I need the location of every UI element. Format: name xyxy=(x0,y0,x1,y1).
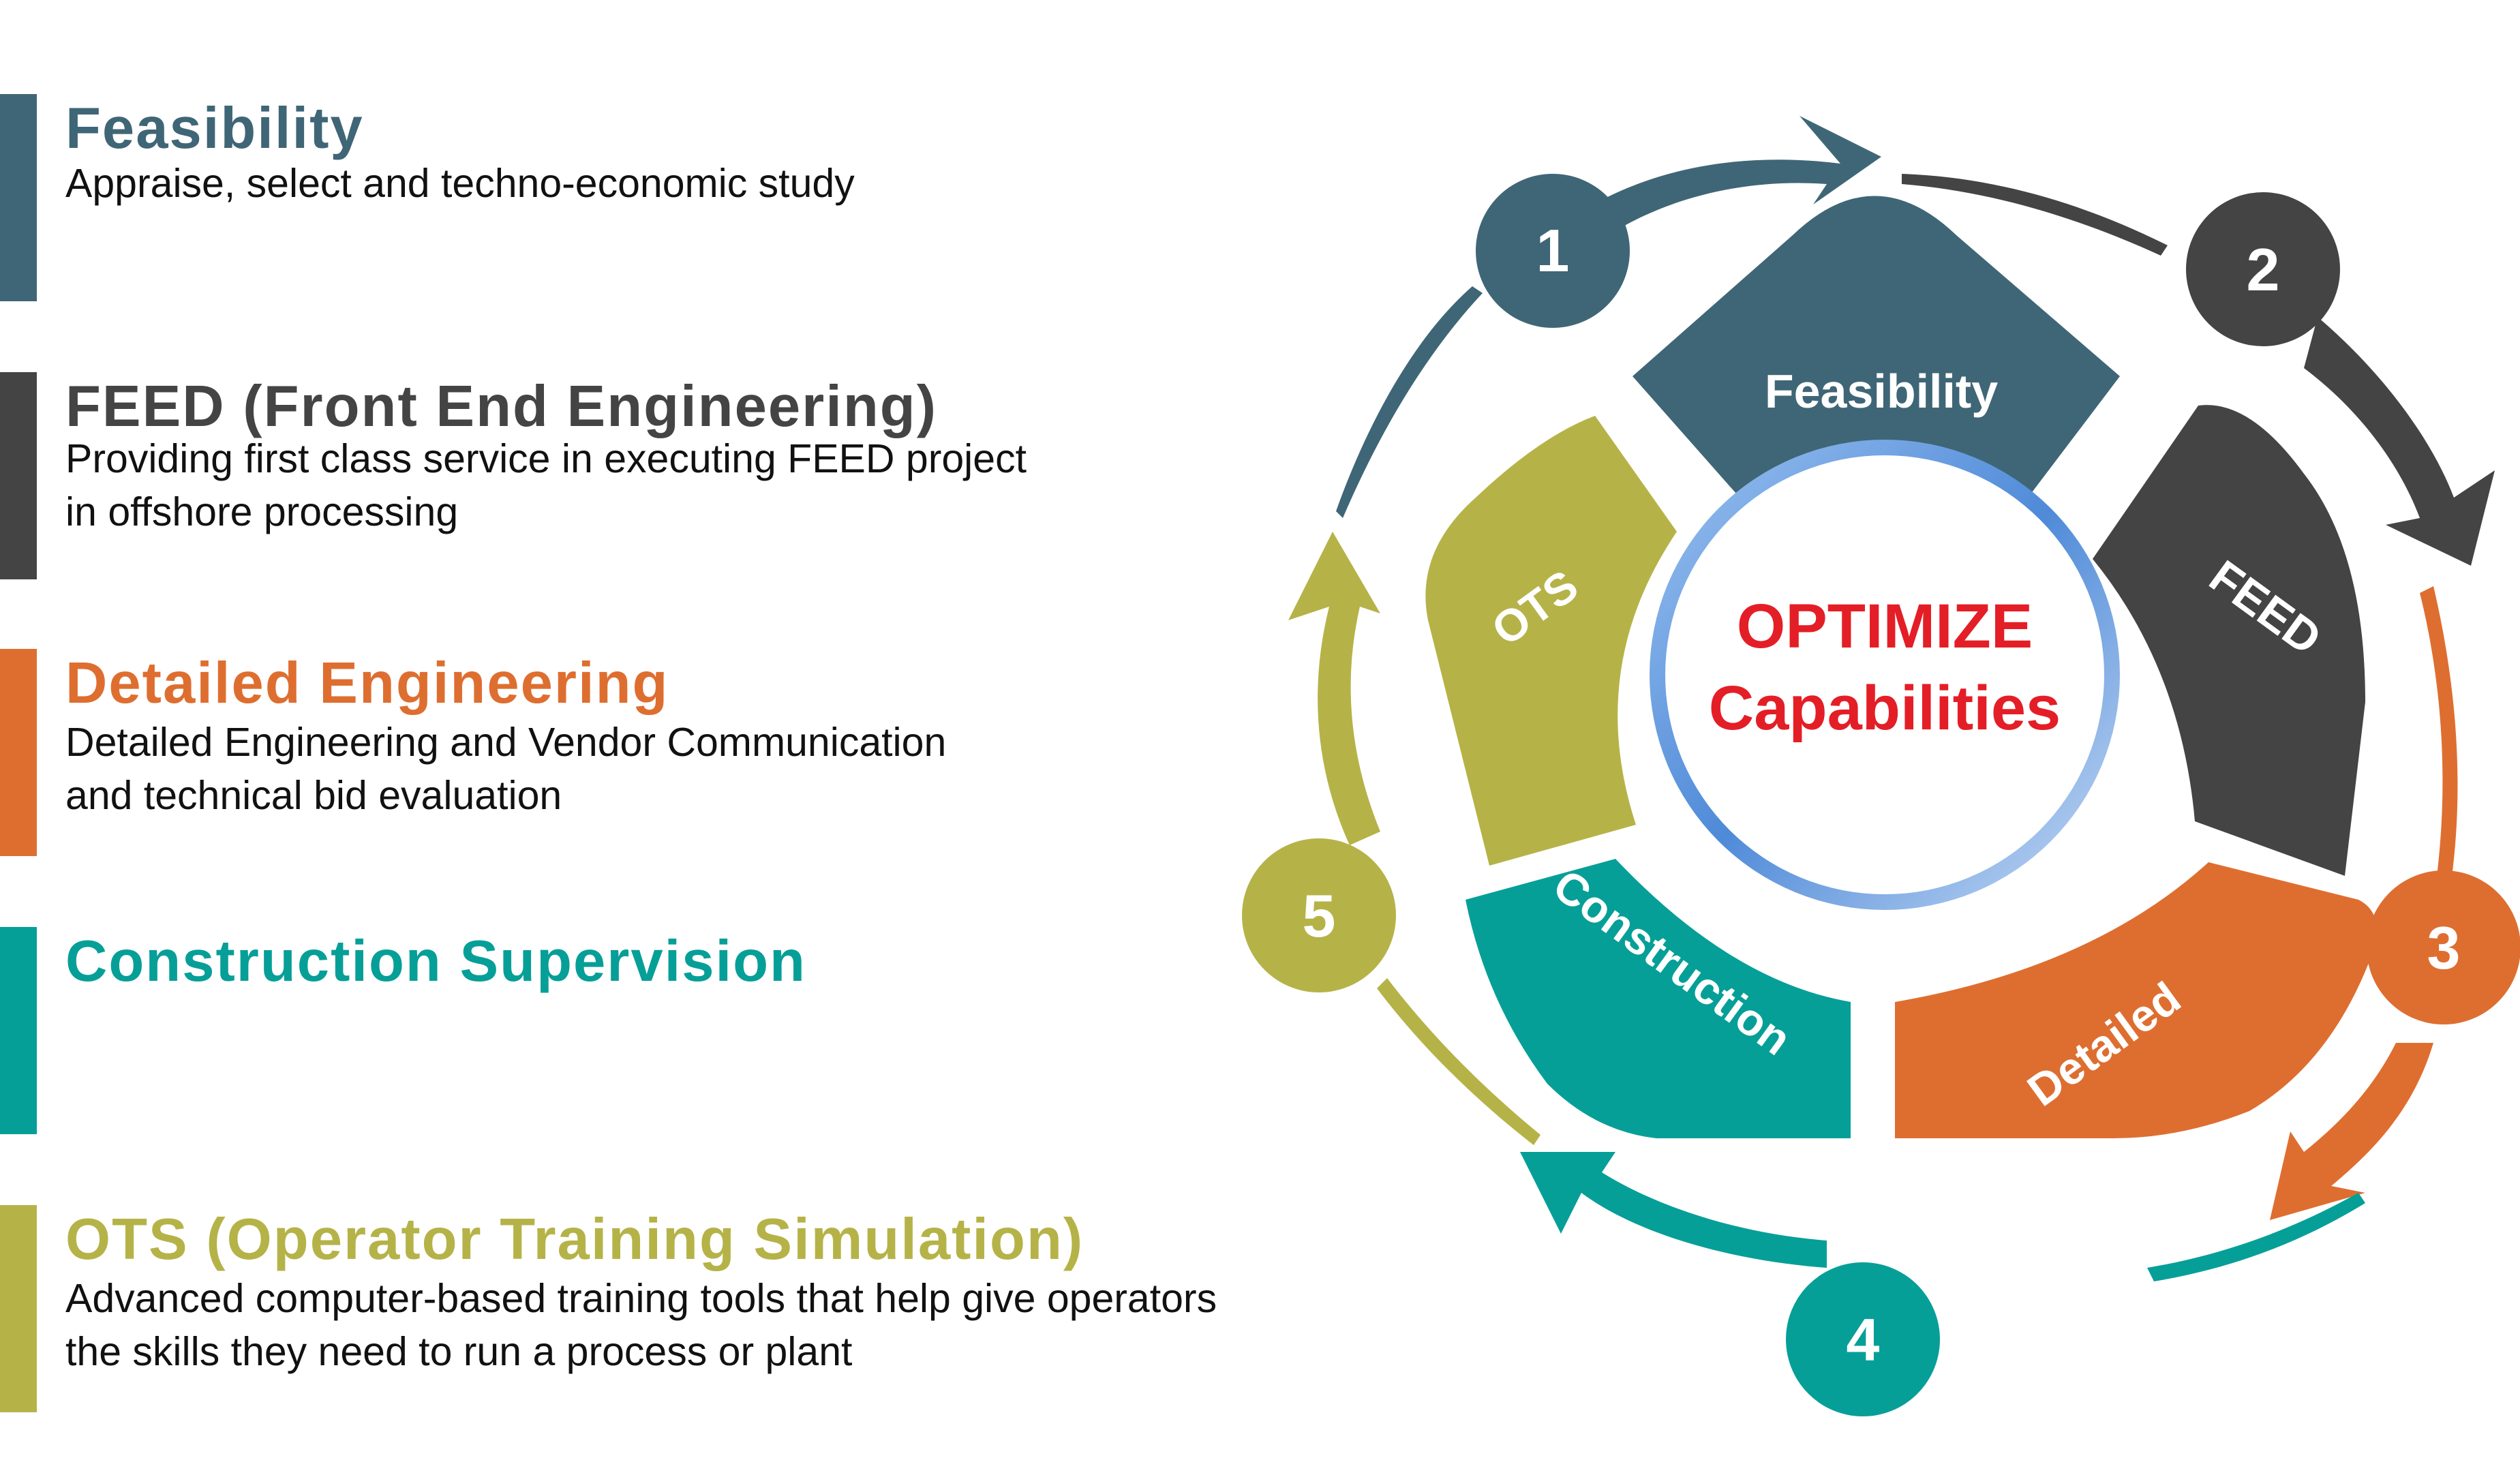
phase-description-line: and technical bid evaluation xyxy=(65,773,562,818)
step-number: 1 xyxy=(1536,217,1570,284)
segment-ots: OTS xyxy=(1425,416,1677,866)
phase-title: FEED (Front End Engineering) xyxy=(65,374,937,439)
step-4-badge: 4 xyxy=(1786,1262,1940,1416)
phase-title: OTS (Operator Training Simulation) xyxy=(65,1207,1084,1272)
phase-description-line: Advanced computer-based training tools t… xyxy=(65,1276,1217,1321)
arc-tail-2 xyxy=(1902,174,2168,256)
phase-description-line: Appraise, select and techno-economic stu… xyxy=(65,161,855,206)
phase-color-bar xyxy=(0,927,37,1134)
step-number: 5 xyxy=(1303,882,1336,949)
phase-description: Advanced computer-based training tools t… xyxy=(65,1272,1217,1378)
phase-title: Detailed Engineering xyxy=(65,651,669,716)
segment-detailed: Detailed xyxy=(1895,862,2377,1138)
segment-feasibility: Feasibility xyxy=(1633,196,2120,511)
phase-description: Appraise, select and techno-economic stu… xyxy=(65,157,855,210)
segment-feed: FEED xyxy=(2093,405,2365,876)
phase-title: Feasibility xyxy=(65,96,364,161)
phase-title: Construction Supervision xyxy=(65,929,806,994)
cycle-diagram: Feasibility FEED Detailed Construction O… xyxy=(1242,116,2520,1416)
phase-color-bar xyxy=(0,1205,37,1412)
arc-4-to-5 xyxy=(1520,1152,1827,1268)
step-number: 4 xyxy=(1847,1306,1880,1373)
phase-color-bar xyxy=(0,372,37,579)
step-3-badge: 3 xyxy=(2367,870,2520,1024)
step-1-badge: 1 xyxy=(1476,174,1630,328)
arc-tail-5 xyxy=(1377,978,1540,1145)
step-5-badge: 5 xyxy=(1242,838,1396,992)
arc-2-to-3 xyxy=(2304,317,2495,566)
arc-tail-1 xyxy=(1336,286,1483,518)
segment-label: Feasibility xyxy=(1765,365,1998,418)
phase-description-line: in offshore processing xyxy=(65,489,459,534)
arc-5-to-1 xyxy=(1288,532,1380,845)
arc-tail-4 xyxy=(2147,1193,2365,1281)
phase-description-line: Detailed Engineering and Vendor Communic… xyxy=(65,720,947,765)
arc-tail-3 xyxy=(2420,586,2458,941)
phase-description-line: the skills they need to run a process or… xyxy=(65,1329,853,1374)
arc-3-to-4 xyxy=(2270,1043,2433,1220)
phase-description: Providing first class service in executi… xyxy=(65,432,1027,538)
phase-description: Detailed Engineering and Vendor Communic… xyxy=(65,716,946,822)
phase-color-bar xyxy=(0,649,37,856)
phase-color-bar xyxy=(0,94,37,301)
arc-1-to-2 xyxy=(1537,116,1881,266)
phase-description-line: Providing first class service in executi… xyxy=(65,436,1027,481)
step-2-badge: 2 xyxy=(2186,192,2340,346)
step-number: 2 xyxy=(2247,236,2280,303)
segment-construction: Construction xyxy=(1466,859,1851,1138)
center-title-line1: OPTIMIZE xyxy=(1737,592,2033,661)
step-number: 3 xyxy=(2427,914,2461,982)
center-hub: OPTIMIZE Capabilities xyxy=(1650,440,2120,910)
center-title-line2: Capabilities xyxy=(1709,673,2061,743)
